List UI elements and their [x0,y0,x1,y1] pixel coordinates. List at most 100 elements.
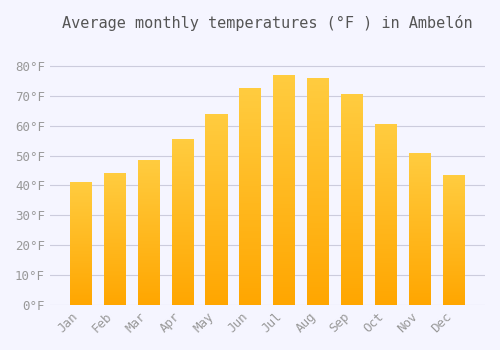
Bar [308,271,330,273]
Bar [308,182,330,184]
Bar [308,251,330,253]
Bar [206,247,228,250]
Bar [409,178,432,180]
Bar [443,176,465,177]
Bar [70,263,92,265]
Bar [206,251,228,253]
Bar [240,168,262,170]
Bar [206,177,228,179]
Bar [172,227,194,229]
Bar [240,175,262,177]
Bar [342,130,363,132]
Bar [308,298,330,301]
Bar [70,219,92,220]
Bar [342,149,363,151]
Bar [206,196,228,198]
Bar [172,224,194,225]
Bar [375,191,398,193]
Bar [274,116,295,119]
Bar [104,266,126,267]
Bar [274,86,295,89]
Bar [375,245,398,247]
Bar [308,137,330,139]
Bar [342,257,363,259]
Bar [274,132,295,135]
Bar [206,144,228,146]
Bar [70,303,92,304]
Bar [240,220,262,223]
Bar [70,184,92,185]
Bar [443,233,465,235]
Bar [342,98,363,100]
Bar [138,253,160,254]
Bar [274,160,295,162]
Bar [409,302,432,303]
Bar [206,229,228,230]
Bar [104,237,126,238]
Bar [70,201,92,202]
Bar [375,173,398,175]
Bar [274,114,295,116]
Bar [375,149,398,151]
Bar [172,192,194,194]
Bar [342,250,363,252]
Bar [138,179,160,180]
Bar [138,212,160,214]
Bar [172,230,194,232]
Bar [138,214,160,215]
Bar [172,207,194,209]
Bar [240,95,262,97]
Bar [138,256,160,257]
Bar [104,246,126,247]
Bar [138,259,160,260]
Bar [409,265,432,267]
Bar [409,203,432,204]
Bar [443,276,465,278]
Bar [240,301,262,303]
Bar [104,233,126,234]
Bar [240,201,262,203]
Bar [240,218,262,220]
Bar [342,280,363,282]
Bar [274,245,295,247]
Bar [138,163,160,164]
Bar [274,201,295,204]
Bar [409,212,432,214]
Bar [375,249,398,251]
Bar [206,223,228,225]
Bar [308,175,330,178]
Bar [138,266,160,267]
Bar [308,214,330,216]
Bar [409,177,432,178]
Bar [206,269,228,271]
Bar [240,251,262,253]
Bar [104,288,126,289]
Bar [206,152,228,154]
Bar [70,277,92,278]
Bar [138,241,160,243]
Bar [206,273,228,274]
Bar [104,214,126,216]
Bar [138,188,160,189]
Bar [240,284,262,286]
Bar [409,154,432,156]
Bar [138,180,160,182]
Bar [342,284,363,286]
Bar [70,207,92,208]
Bar [240,231,262,233]
Bar [342,172,363,174]
Bar [409,232,432,233]
Bar [104,254,126,255]
Bar [172,187,194,189]
Bar [206,276,228,278]
Bar [274,259,295,261]
Bar [308,189,330,191]
Bar [375,290,398,292]
Bar [138,167,160,169]
Bar [443,289,465,291]
Bar [206,135,228,136]
Bar [206,267,228,269]
Bar [443,235,465,236]
Bar [308,153,330,155]
Bar [240,290,262,292]
